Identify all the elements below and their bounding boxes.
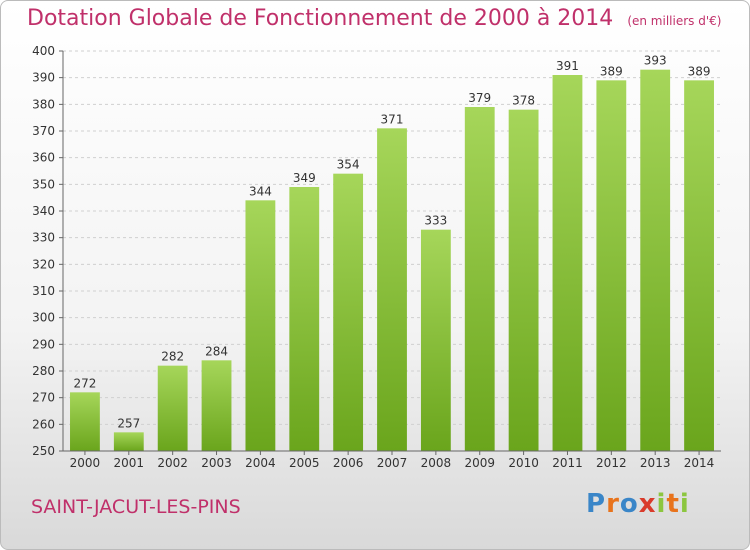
data-label-2009: 379 [468,91,491,105]
logo-letter: i [656,489,667,519]
bar-2010 [508,109,539,452]
x-tick-label-2003: 2003 [201,456,232,470]
chart-title: Dotation Globale de Fonctionnement de 20… [27,6,721,31]
logo-letter: t [666,489,680,519]
bar-2011 [552,75,583,451]
y-tick-label: 350 [32,177,55,191]
y-axis-ticks: 250 260 270 280 290 300 310 320 330 340 350 360 370 3… [32,44,63,458]
data-label-2011: 391 [556,59,579,73]
data-label-2002: 282 [161,350,184,364]
bar-2014 [684,80,714,451]
bar-2006 [333,173,364,451]
x-tick-label-2000: 2000 [70,456,101,470]
x-tick-label-2009: 2009 [464,456,495,470]
data-label-2000: 272 [73,376,96,390]
logo-letter: x [638,489,657,519]
x-tick-label-2012: 2012 [596,456,627,470]
y-tick-label: 300 [32,311,55,325]
logo-letter: i [679,489,690,519]
bar-2009 [464,107,495,451]
x-tick-label-2006: 2006 [333,456,364,470]
y-tick-label: 400 [32,44,55,58]
x-tick-label-2008: 2008 [421,456,452,470]
data-label-2001: 257 [117,416,140,430]
x-tick-label-2011: 2011 [552,456,583,470]
y-tick-label: 260 [32,417,55,431]
bar-2004 [245,200,276,451]
y-tick-label: 360 [32,151,55,165]
x-tick-label-2002: 2002 [157,456,188,470]
bar-2008 [420,229,451,451]
proxiti-logo: Proxiti [586,489,690,519]
data-label-2006: 354 [337,158,360,172]
y-tick-label: 310 [32,284,55,298]
bar-2007 [377,128,407,451]
x-tick-label-2005: 2005 [289,456,320,470]
bar-2005 [289,187,320,451]
x-tick-label-2014: 2014 [684,456,715,470]
x-axis-ticks: 2000 2001 2002 2003 2004 2005 2006 2007 2008 2009… [70,451,715,470]
x-tick-label-2010: 2010 [508,456,539,470]
bars [70,69,714,452]
data-label-2007: 371 [381,112,404,126]
commune-name: SAINT-JACUT-LES-PINS [31,496,241,518]
x-tick-label-2001: 2001 [114,456,145,470]
data-labels: 272 257 282 284 344 349 354 371 333 379 378 391 389 3… [73,54,710,431]
data-label-2003: 284 [205,344,228,358]
bar-2013 [640,69,671,452]
x-tick-label-2013: 2013 [640,456,671,470]
x-tick-label-2004: 2004 [245,456,276,470]
y-tick-label: 380 [32,97,55,111]
y-tick-label: 280 [32,364,55,378]
bar-2012 [596,80,627,451]
y-tick-label: 340 [32,204,55,218]
y-tick-label: 270 [32,391,55,405]
logo-letter: P [586,489,607,519]
logo-letter: r [606,489,620,519]
y-tick-label: 290 [32,337,55,351]
data-label-2012: 389 [600,64,623,78]
y-tick-label: 330 [32,231,55,245]
data-label-2008: 333 [424,214,447,228]
y-tick-label: 390 [32,71,55,85]
y-tick-label: 320 [32,257,55,271]
data-label-2013: 393 [644,54,667,68]
bar-2000 [70,392,100,451]
chart-title-text: Dotation Globale de Fonctionnement de 20… [27,6,614,31]
x-tick-label-2007: 2007 [377,456,408,470]
data-label-2005: 349 [293,171,316,185]
y-tick-label: 370 [32,124,55,138]
bar-2003 [201,360,232,451]
data-label-2010: 378 [512,94,535,108]
bar-2002 [157,365,188,451]
data-label-2014: 389 [688,64,711,78]
y-tick-label: 250 [32,444,55,458]
logo-letter: o [619,489,639,519]
bar-2001 [113,432,144,451]
chart-subtitle: (en milliers d'€) [627,14,722,28]
data-label-2004: 344 [249,184,272,198]
